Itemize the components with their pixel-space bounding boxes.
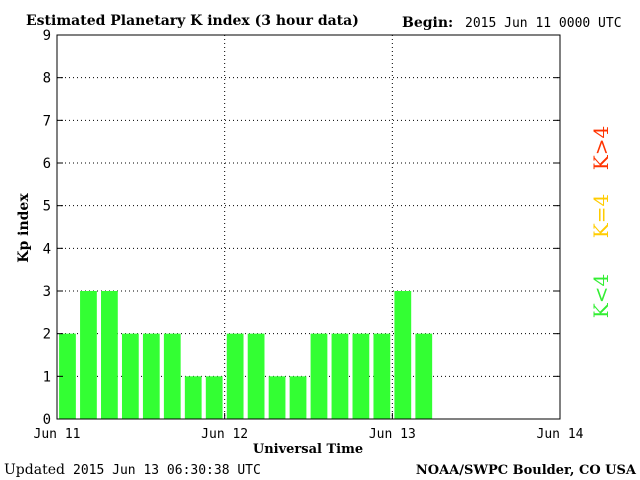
- y-tick-label: 4: [43, 241, 51, 257]
- y-axis-label: Kp index: [16, 193, 32, 263]
- kp-bar: [121, 333, 139, 419]
- x-tick-label: Jun 12: [201, 427, 248, 442]
- kp-bar: [352, 333, 370, 419]
- kp-bar: [184, 376, 202, 419]
- kp-bar: [415, 333, 433, 419]
- x-ticks: Jun 11 Jun 12 Jun 13 Jun 14: [34, 413, 584, 442]
- y-tick-label: 2: [43, 327, 51, 343]
- bars: [59, 291, 433, 419]
- kp-bar: [289, 376, 307, 419]
- grid-lines: [57, 35, 560, 419]
- y-tick-label: 3: [43, 284, 51, 300]
- y-tick-label: 5: [43, 199, 51, 215]
- updated-label: Updated: [4, 462, 65, 478]
- kp-bar: [310, 333, 328, 419]
- kp-bar: [394, 291, 412, 419]
- y-tick-label: 6: [43, 156, 51, 172]
- y-tick-label: 7: [43, 113, 51, 129]
- kp-bar: [268, 376, 286, 419]
- kp-bar: [226, 333, 244, 419]
- y-tick-label: 9: [43, 28, 51, 44]
- legend-item: K<4: [589, 274, 613, 318]
- x-axis-label: Universal Time: [253, 442, 363, 457]
- kp-bar: [80, 291, 97, 419]
- y-ticks: 0 1 2 3 4 5 6 7 8 9: [43, 28, 560, 428]
- legend: K<4 K=4 K>4: [589, 126, 613, 318]
- x-tick-label: Jun 13: [369, 427, 416, 442]
- chart-title: Estimated Planetary K index (3 hour data…: [26, 13, 359, 29]
- kp-bar: [142, 333, 160, 419]
- kp-bar: [59, 333, 76, 419]
- kp-bar: [373, 333, 391, 419]
- plot-frame: [56, 34, 561, 420]
- y-tick-label: 1: [43, 369, 51, 385]
- x-tick-label: Jun 14: [537, 427, 584, 442]
- begin-label: Begin:: [402, 15, 453, 31]
- kp-bar: [101, 291, 118, 419]
- legend-item: K=4: [589, 194, 613, 238]
- updated-value: 2015 Jun 13 06:30:38 UTC: [73, 463, 261, 478]
- x-tick-label: Jun 11: [34, 427, 81, 442]
- source-credit: NOAA/SWPC Boulder, CO USA: [416, 463, 637, 478]
- y-tick-label: 8: [43, 71, 51, 87]
- kp-bar: [331, 333, 349, 419]
- begin-value: 2015 Jun 11 0000 UTC: [465, 16, 622, 31]
- kp-bar: [247, 333, 265, 419]
- kp-bar: [163, 333, 181, 419]
- y-tick-label: 0: [43, 412, 51, 428]
- legend-item: K>4: [589, 126, 613, 170]
- kp-bar: [205, 376, 223, 419]
